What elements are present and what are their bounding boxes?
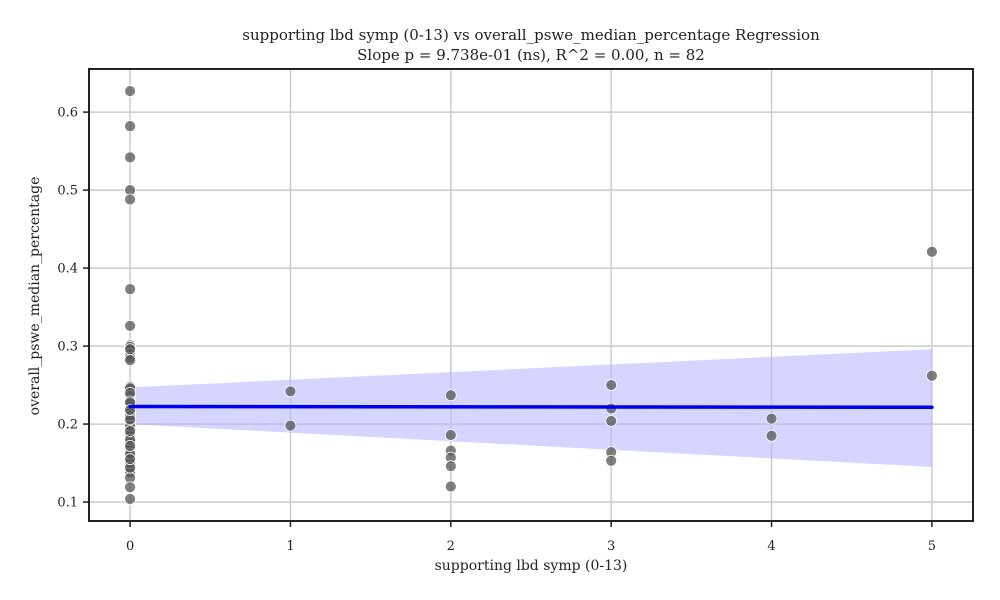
scatter-point-68 <box>605 379 618 391</box>
y-tick-label-1: 0.2 <box>57 418 78 433</box>
plot-frame <box>88 68 974 522</box>
y-tick-label-5: 0.6 <box>57 106 78 121</box>
scatter-point-6 <box>124 319 136 332</box>
regression-line-layer <box>128 404 934 410</box>
scatter-point-2 <box>124 151 136 164</box>
scatter-point-67 <box>444 480 457 493</box>
scatter-point-61 <box>284 419 297 432</box>
scatter-point-41 <box>124 481 136 494</box>
scatter-point-75 <box>926 245 938 258</box>
y-tick-label-4: 0.5 <box>57 184 78 199</box>
scatter-point-74 <box>765 429 778 442</box>
scatter-point-79 <box>124 440 136 452</box>
scatter-point-11 <box>124 354 136 367</box>
x-tick-label-0: 0 <box>126 539 134 554</box>
x-tick-label-1: 1 <box>286 539 294 554</box>
scatter-point-60 <box>284 385 297 398</box>
axis-ticks: 0 1 2 3 4 5 0.1 0.2 0.3 0.4 0.5 0.6 <box>57 106 936 554</box>
scatter-point-1 <box>124 120 136 133</box>
scatter-point-42 <box>124 493 136 505</box>
scatter-point-76 <box>926 369 938 382</box>
scatter-point-4 <box>124 193 136 206</box>
scatter-point-72 <box>605 454 618 467</box>
scatter-point-70 <box>605 415 618 427</box>
scatter-point-62 <box>444 389 457 402</box>
chart-title: supporting lbd symp (0-13) vs overall_ps… <box>242 26 820 44</box>
x-axis-label: supporting lbd symp (0-13) <box>435 558 628 574</box>
y-axis-label: overall_pswe_median_percentage <box>27 177 43 416</box>
grid-lines <box>90 70 972 520</box>
y-tick-label-0: 0.1 <box>57 496 78 511</box>
x-tick-label-2: 2 <box>447 539 455 554</box>
regression-line <box>128 404 934 410</box>
scatter-point-5 <box>124 283 136 296</box>
scatter-point-63 <box>444 429 457 441</box>
scatter-point-59 <box>124 343 136 356</box>
chart-subtitle: Slope p = 9.738e-01 (ns), R^2 = 0.00, n … <box>357 46 705 64</box>
scatter-point-80 <box>124 453 136 466</box>
scatter-point-0 <box>124 85 136 97</box>
x-tick-label-3: 3 <box>607 539 615 554</box>
x-tick-label-5: 5 <box>928 539 936 554</box>
scatter-point-73 <box>765 412 778 425</box>
x-tick-label-4: 4 <box>767 539 775 554</box>
y-tick-label-3: 0.4 <box>57 262 78 277</box>
y-tick-label-2: 0.3 <box>57 340 78 355</box>
scatter-point-78 <box>124 425 136 437</box>
scatter-point-66 <box>444 460 457 473</box>
